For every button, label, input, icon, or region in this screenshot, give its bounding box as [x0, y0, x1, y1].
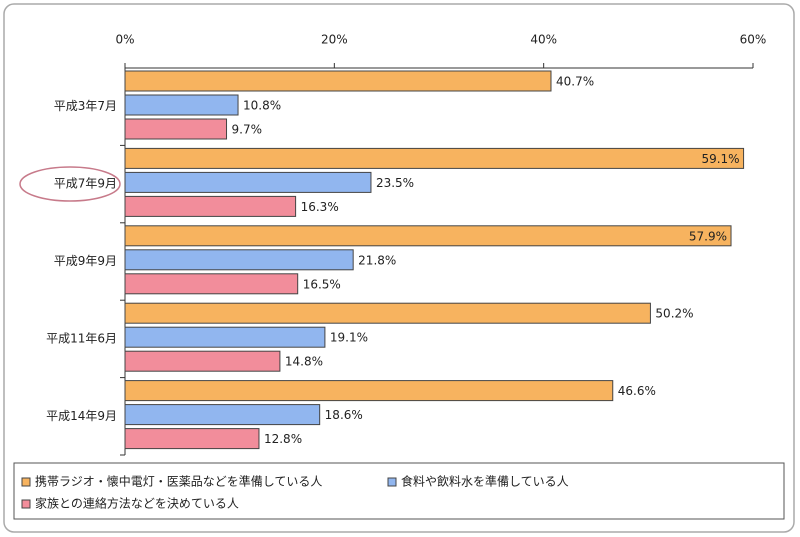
bar: [124, 195, 297, 217]
value-label: 19.1%: [330, 331, 368, 345]
legend-swatch: [387, 477, 397, 487]
value-label: 14.8%: [285, 355, 323, 369]
value-label: 57.9%: [689, 229, 727, 243]
value-label: 18.6%: [325, 408, 363, 422]
value-label: 59.1%: [701, 152, 739, 166]
bar: [124, 350, 281, 372]
bar: [124, 380, 614, 402]
value-label: 16.3%: [301, 200, 339, 214]
bar: [124, 94, 239, 116]
legend-label: 携帯ラジオ・懐中電灯・医薬品などを準備している人: [35, 474, 322, 489]
y-tick-label: 平成14年9月: [46, 409, 117, 423]
value-label: 16.5%: [303, 277, 341, 291]
legend-label: 食料や飲料水を準備している人: [401, 474, 569, 489]
bar: [124, 70, 552, 92]
bar: [124, 404, 321, 426]
value-label: 9.7%: [232, 123, 263, 137]
x-tick-label: 60%: [740, 33, 767, 47]
legend-swatch: [21, 477, 31, 487]
bar: [124, 326, 326, 348]
value-label: 46.6%: [618, 384, 656, 398]
value-label: 12.8%: [264, 432, 302, 446]
bar: [124, 273, 299, 295]
legend-label: 家族との連絡方法などを決めている人: [35, 496, 239, 511]
bar: [124, 249, 354, 271]
bar: [124, 171, 372, 193]
y-tick-label: 平成9年9月: [54, 254, 117, 268]
x-tick-label: 0%: [115, 33, 134, 47]
bar: [124, 302, 651, 324]
legend-swatch: [21, 499, 31, 509]
bar: [124, 428, 260, 450]
y-tick-label: 平成11年6月: [46, 331, 117, 345]
highlight-circle: [19, 166, 121, 202]
x-tick-label: 40%: [530, 33, 557, 47]
value-label: 23.5%: [376, 176, 414, 190]
value-label: 10.8%: [243, 99, 281, 113]
legend-frame: [13, 462, 785, 520]
bar: [124, 118, 228, 140]
y-tick-label: 平成3年7月: [54, 99, 117, 113]
value-label: 21.8%: [358, 253, 396, 267]
y-tick-label: 平成7年9月: [54, 177, 117, 191]
bar: [124, 147, 745, 169]
value-label: 50.2%: [655, 307, 693, 321]
bar: [124, 225, 732, 247]
x-tick-label: 20%: [321, 33, 348, 47]
value-label: 40.7%: [556, 75, 594, 89]
